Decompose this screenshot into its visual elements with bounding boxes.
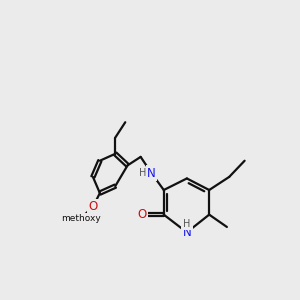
Text: H: H	[183, 219, 190, 229]
Text: methoxy: methoxy	[61, 214, 100, 223]
Text: H: H	[139, 168, 147, 178]
Text: O: O	[88, 200, 98, 213]
Text: N: N	[182, 226, 191, 239]
Text: N: N	[147, 167, 156, 180]
Text: O: O	[138, 208, 147, 221]
